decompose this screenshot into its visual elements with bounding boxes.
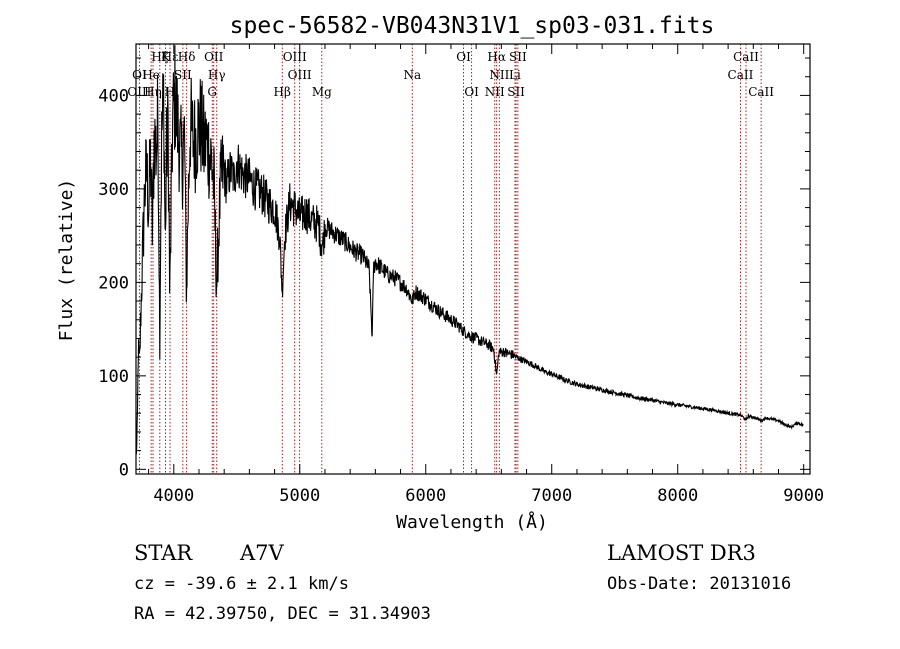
marker-label: NII [485, 85, 505, 99]
marker-label: Li [509, 68, 521, 82]
x-tick-label: 9000 [783, 486, 824, 506]
marker-label: Mg [312, 85, 332, 99]
marker-label: SII [174, 68, 192, 82]
marker-label: OI [456, 50, 471, 64]
marker-label: OI [464, 85, 479, 99]
x-tick-label: 8000 [657, 486, 698, 506]
marker-label: Hδ [178, 50, 196, 64]
marker-label: OIII [283, 50, 307, 64]
survey-name: LAMOST DR3 [607, 541, 756, 565]
marker-label: He [142, 68, 160, 82]
x-tick-label: 6000 [405, 486, 446, 506]
marker-label: Hβ [274, 85, 291, 99]
marker-label: Hγ [208, 68, 226, 82]
marker-label: CaII [748, 85, 774, 99]
marker-label: Na [403, 68, 421, 82]
marker-label: Hα [487, 50, 506, 64]
x-tick-label: 7000 [531, 486, 572, 506]
marker-label: H [165, 85, 175, 99]
y-tick-label: 100 [98, 367, 129, 387]
spectrum-series-line [136, 45, 804, 455]
marker-label: SII [507, 85, 525, 99]
marker-label: OII [204, 50, 224, 64]
x-tick-label: 4000 [153, 486, 194, 506]
coordinates: RA = 42.39750, DEC = 31.34903 [134, 604, 431, 624]
marker-label: NII [489, 68, 509, 82]
redshift-value: cz = -39.6 ± 2.1 km/s [134, 574, 349, 594]
obs-date: Obs-Date: 20131016 [607, 574, 791, 594]
subclass: A7V [239, 541, 285, 565]
chart-title: spec-56582-VB043N31V1_sp03-031.fits [230, 13, 715, 39]
y-axis-label: Flux (relative) [56, 179, 77, 342]
plot-frame [135, 43, 811, 475]
marker-label: CaII [733, 50, 759, 64]
y-tick-label: 0 [119, 460, 129, 480]
y-tick-label: 200 [98, 273, 129, 293]
plot-clip-group [136, 45, 804, 455]
y-tick-label: 400 [98, 86, 129, 106]
x-axis-ticks: 4000 5000 6000 7000 8000 9000 [148, 44, 824, 506]
x-axis-label: Wavelength (Å) [396, 511, 548, 533]
marker-label: K [161, 50, 171, 64]
marker-label: SII [509, 50, 527, 64]
marker-label: G [207, 85, 217, 99]
marker-label: CaII [728, 68, 754, 82]
y-tick-label: 300 [98, 180, 129, 200]
y-axis-ticks: 0 100 200 300 400 [98, 57, 810, 480]
object-class: STAR [134, 541, 193, 565]
marker-label: Hη [144, 85, 162, 99]
marker-label: Hζ [151, 50, 168, 64]
x-tick-label: 5000 [279, 486, 320, 506]
marker-label: OIII [288, 68, 312, 82]
